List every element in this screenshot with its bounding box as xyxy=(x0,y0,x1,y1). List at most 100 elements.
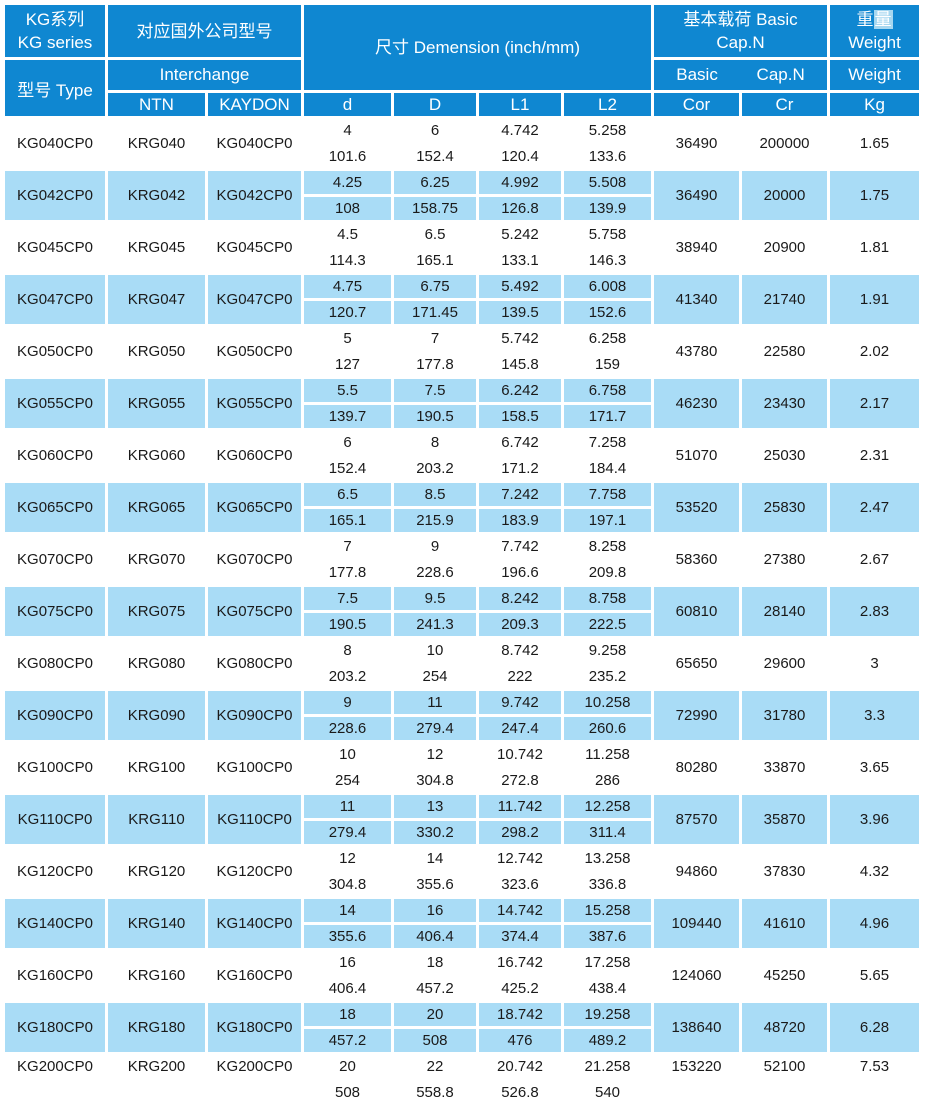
cell-type: KG047CP0 xyxy=(5,275,105,324)
cell-L1-mm: 133.1 xyxy=(479,249,561,272)
cell-kaydon: KG070CP0 xyxy=(208,535,301,584)
header-kg-series: KG系列 KG series xyxy=(5,5,105,57)
cell-kg: 2.47 xyxy=(830,483,920,532)
cell-type: KG200CP0 xyxy=(5,1055,105,1104)
cell-L2-inch: 5.758 xyxy=(564,223,651,246)
cell-cor: 41340 xyxy=(654,275,739,324)
cell-kg: 3.65 xyxy=(830,743,920,792)
cell-d-inch: 9 xyxy=(304,691,391,714)
cell-type: KG080CP0 xyxy=(5,639,105,688)
cell-D-mm: 203.2 xyxy=(394,457,476,480)
cell-d-mm: 304.8 xyxy=(304,873,391,896)
table-row-inch: KG100CP0 KRG100 KG100CP0 10 12 10.742 11… xyxy=(5,743,920,792)
cell-type: KG075CP0 xyxy=(5,587,105,636)
header-basic-cap-line2: Cap.N xyxy=(716,33,765,52)
cell-kg: 1.91 xyxy=(830,275,920,324)
cell-kaydon: KG200CP0 xyxy=(208,1055,301,1104)
cell-kg: 6.28 xyxy=(830,1003,920,1052)
cell-cr: 20000 xyxy=(742,171,828,220)
header-col-d: d xyxy=(304,93,391,116)
cell-D-inch: 20 xyxy=(394,1003,476,1026)
table-row-inch: KG080CP0 KRG080 KG080CP0 8 10 8.742 9.25… xyxy=(5,639,920,688)
table-row-mm: 457.2 508 476 489.2 xyxy=(5,1029,919,1052)
table-row-mm: 203.2 254 222 235.2 xyxy=(5,665,919,688)
cell-ntn: KRG040 xyxy=(108,119,205,168)
cell-cor: 36490 xyxy=(654,171,739,220)
header-kg-series-cn: KG系列 xyxy=(25,10,85,29)
cell-kaydon: KG045CP0 xyxy=(208,223,301,272)
cell-d-inch: 4.75 xyxy=(304,275,391,298)
cell-L2-inch: 6.758 xyxy=(564,379,651,402)
cell-L2-inch: 6.258 xyxy=(564,327,651,350)
cell-L2-inch: 7.758 xyxy=(564,483,651,506)
cell-type: KG040CP0 xyxy=(5,119,105,168)
cell-L1-mm: 425.2 xyxy=(479,977,561,1000)
cell-L1-inch: 9.742 xyxy=(479,691,561,714)
cell-cor: 138640 xyxy=(654,1003,739,1052)
cell-L1-mm: 272.8 xyxy=(479,769,561,792)
cell-cor: 65650 xyxy=(654,639,739,688)
cell-ntn: KRG045 xyxy=(108,223,205,272)
table-row-inch: KG042CP0 KRG042 KG042CP0 4.25 6.25 4.992… xyxy=(5,171,920,220)
cell-cor: 36490 xyxy=(654,119,739,168)
cell-cor: 46230 xyxy=(654,379,739,428)
table-row-inch: KG180CP0 KRG180 KG180CP0 18 20 18.742 19… xyxy=(5,1003,920,1052)
cell-type: KG180CP0 xyxy=(5,1003,105,1052)
cell-d-mm: 279.4 xyxy=(304,821,391,844)
table-header: KG系列 KG series 对应国外公司型号 尺寸 Demension (in… xyxy=(5,5,920,116)
table-row-mm: 177.8 228.6 196.6 209.8 xyxy=(5,561,919,584)
cell-type: KG060CP0 xyxy=(5,431,105,480)
cell-D-mm: 190.5 xyxy=(394,405,476,428)
cell-L1-inch: 4.992 xyxy=(479,171,561,194)
cell-D-mm: 158.75 xyxy=(394,197,476,220)
cell-kaydon: KG090CP0 xyxy=(208,691,301,740)
table-row-inch: KG120CP0 KRG120 KG120CP0 12 14 12.742 13… xyxy=(5,847,920,896)
cell-L1-inch: 10.742 xyxy=(479,743,561,766)
cell-L2-mm: 197.1 xyxy=(564,509,651,532)
table-row-mm: 120.7 171.45 139.5 152.6 xyxy=(5,301,919,324)
cell-type: KG120CP0 xyxy=(5,847,105,896)
cell-kg: 1.65 xyxy=(830,119,920,168)
cell-D-inch: 7 xyxy=(394,327,476,350)
cell-D-inch: 6.75 xyxy=(394,275,476,298)
table-row-inch: KG050CP0 KRG050 KG050CP0 5 7 5.742 6.258… xyxy=(5,327,920,376)
table-row-mm: 406.4 457.2 425.2 438.4 xyxy=(5,977,919,1000)
cell-D-mm: 279.4 xyxy=(394,717,476,740)
cell-L1-mm: 247.4 xyxy=(479,717,561,740)
cell-L1-inch: 16.742 xyxy=(479,951,561,974)
cell-kaydon: KG180CP0 xyxy=(208,1003,301,1052)
cell-d-mm: 177.8 xyxy=(304,561,391,584)
header-row-3: NTN KAYDON d D L1 L2 Cor Cr Kg xyxy=(5,93,920,116)
cell-cr: 22580 xyxy=(742,327,828,376)
header-dimension: 尺寸 Demension (inch/mm) xyxy=(304,5,651,90)
table-row-mm: 279.4 330.2 298.2 311.4 xyxy=(5,821,919,844)
cell-D-mm: 165.1 xyxy=(394,249,476,272)
cell-L1-inch: 6.742 xyxy=(479,431,561,454)
table-row-mm: 108 158.75 126.8 139.9 xyxy=(5,197,919,220)
cell-L2-inch: 13.258 xyxy=(564,847,651,870)
cell-kg: 5.65 xyxy=(830,951,920,1000)
cell-cr: 31780 xyxy=(742,691,828,740)
cell-cor: 43780 xyxy=(654,327,739,376)
cell-cr: 25830 xyxy=(742,483,828,532)
table-row-mm: 190.5 241.3 209.3 222.5 xyxy=(5,613,919,636)
cell-L1-inch: 20.742 xyxy=(479,1055,561,1078)
header-row-1: KG系列 KG series 对应国外公司型号 尺寸 Demension (in… xyxy=(5,5,920,90)
cell-d-inch: 5 xyxy=(304,327,391,350)
cell-cor: 94860 xyxy=(654,847,739,896)
cell-L1-inch: 8.242 xyxy=(479,587,561,610)
cell-kaydon: KG120CP0 xyxy=(208,847,301,896)
cell-L1-mm: 298.2 xyxy=(479,821,561,844)
cell-ntn: KRG100 xyxy=(108,743,205,792)
cell-ntn: KRG110 xyxy=(108,795,205,844)
cell-cor: 109440 xyxy=(654,899,739,948)
cell-L1-inch: 4.742 xyxy=(479,119,561,142)
cell-L1-inch: 14.742 xyxy=(479,899,561,922)
cell-kaydon: KG110CP0 xyxy=(208,795,301,844)
cell-cor: 53520 xyxy=(654,483,739,532)
cell-cr: 48720 xyxy=(742,1003,828,1052)
cell-ntn: KRG090 xyxy=(108,691,205,740)
table-row-inch: KG040CP0 KRG040 KG040CP0 4 6 4.742 5.258… xyxy=(5,119,920,168)
cell-ntn: KRG050 xyxy=(108,327,205,376)
cell-cor: 38940 xyxy=(654,223,739,272)
